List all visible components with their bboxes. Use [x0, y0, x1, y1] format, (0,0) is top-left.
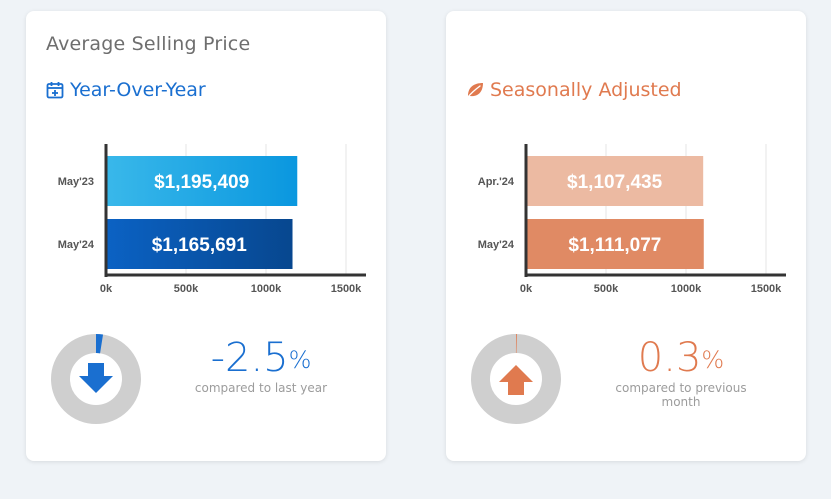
stat-value: 0.3% — [596, 336, 766, 380]
x-tick-label: 1500k — [331, 283, 362, 295]
stat-unit: % — [701, 346, 725, 374]
leaf-icon — [467, 83, 483, 98]
category-label: May'24 — [58, 239, 95, 251]
subtitle-label: Seasonally Adjusted — [490, 79, 682, 101]
seasonal-card: Seasonally Adjusted $1,107,435 Apr.'24 $1,… — [446, 11, 806, 461]
x-tick-label: 0k — [520, 283, 533, 295]
stat-caption: compared to last year — [194, 381, 328, 395]
bar-value-label: $1,165,691 — [152, 235, 248, 256]
yoy-bar-chart: $1,195,409 May'23 $1,165,691 May'24 0k 500k 10… — [26, 136, 386, 316]
stat-caption: compared to previous month — [615, 381, 747, 409]
seasonal-subtitle: Seasonally Adjusted — [466, 79, 682, 101]
bar-value-label: $1,195,409 — [154, 172, 249, 193]
x-tick-label: 0k — [100, 283, 113, 295]
x-tick-label: 1000k — [671, 283, 702, 295]
card-title: Average Selling Price — [46, 33, 251, 55]
bar — [106, 219, 293, 269]
bar — [526, 219, 704, 269]
category-label: May'24 — [478, 239, 515, 251]
stat-unit: % — [288, 346, 312, 374]
seasonal-gauge — [471, 334, 561, 424]
subtitle-label: Year-Over-Year — [70, 79, 206, 101]
seasonal-bar-chart: $1,107,435 Apr.'24 $1,111,077 May'24 0k 500k 1… — [446, 136, 806, 316]
yoy-gauge — [51, 334, 141, 424]
x-tick-label: 1500k — [751, 283, 782, 295]
bar — [106, 156, 298, 206]
yoy-card: Average Selling Price Year-Over-Year $1,… — [26, 11, 386, 461]
x-tick-label: 500k — [174, 283, 199, 295]
arrow-down-icon — [79, 363, 113, 393]
bar — [526, 156, 704, 206]
yoy-subtitle: Year-Over-Year — [46, 79, 206, 101]
bar-value-label: $1,107,435 — [567, 172, 663, 193]
stat-value: -2.5% — [176, 336, 346, 380]
x-tick-label: 1000k — [251, 283, 282, 295]
yoy-stat: -2.5% compared to last year — [176, 336, 346, 395]
category-label: Apr.'24 — [478, 176, 515, 188]
stat-number: -2.5 — [210, 335, 289, 381]
x-tick-label: 500k — [594, 283, 619, 295]
category-label: May'23 — [58, 176, 94, 188]
arrow-up-icon — [499, 365, 533, 395]
seasonal-stat: 0.3% compared to previous month — [596, 336, 766, 409]
stat-number: 0.3 — [637, 335, 702, 381]
bar-value-label: $1,111,077 — [568, 235, 661, 256]
calendar-plus-icon — [46, 82, 64, 99]
